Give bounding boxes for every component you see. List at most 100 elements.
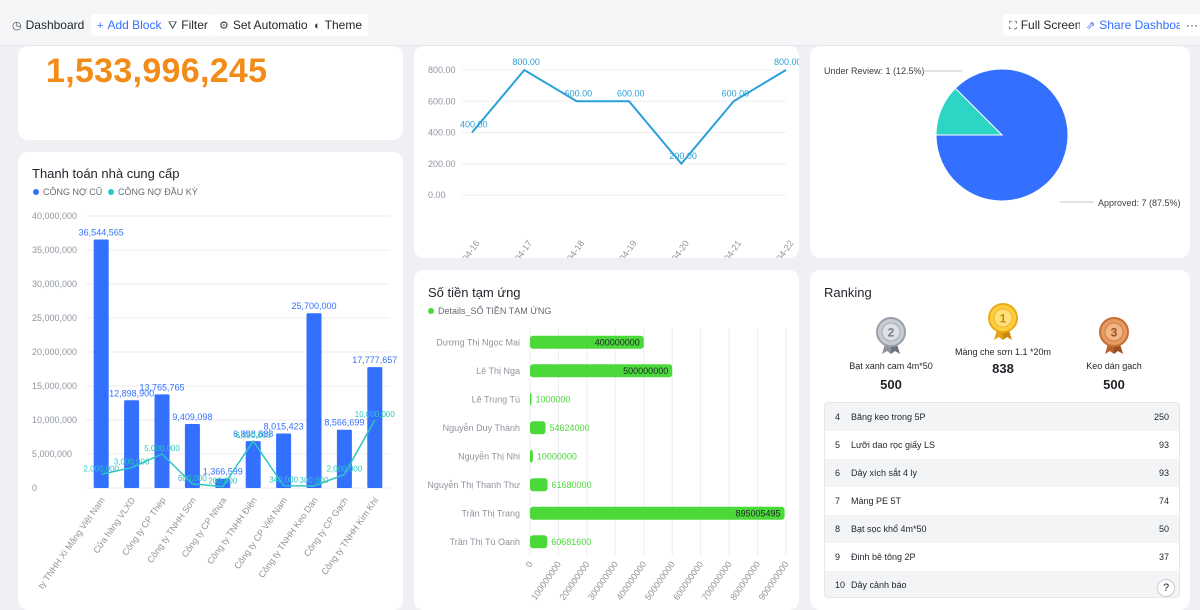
line-x-tick-label: 2025-04-17 <box>499 238 534 258</box>
dashboard-tab[interactable]: ◷ Dashboard <box>6 14 90 36</box>
filter-button[interactable]: ⛛ Filter <box>162 14 214 36</box>
line-x-tick-label: 2025-04-18 <box>552 238 587 258</box>
opening-debt-label: 2,000,000 <box>83 464 119 473</box>
rank-2-name: Bạt xanh cam 4m*50 <box>849 361 933 371</box>
ranking-row-value: 93 <box>1158 440 1169 450</box>
line-y-tick-label: 200.00 <box>428 159 456 169</box>
bar-old-debt <box>245 441 261 488</box>
rank-2-item: 2 Bạt xanh cam 4m*50 500 <box>841 316 941 392</box>
bar-y-tick-label: 25,000,000 <box>32 313 77 323</box>
bar-old-debt <box>276 433 292 488</box>
hbar-data-label: 54624000 <box>550 423 590 433</box>
ranking-row-name: Lưỡi dao rọc giấy LS <box>851 440 935 450</box>
hbar-data-label: 895005495 <box>736 508 781 518</box>
bar-x-tick-label: Công ty CP Việt Nam <box>232 495 289 571</box>
hbar-bar <box>530 506 785 520</box>
ranking-row: 9 Đinh bê tông 2P 37 <box>825 543 1179 571</box>
hbar-y-tick-label: Nguyễn Thị Thanh Thư <box>427 480 520 490</box>
fullscreen-icon: ⛶ <box>1009 20 1017 32</box>
opening-debt-label: 600,000 <box>178 474 207 483</box>
theme-button[interactable]: ◐ Theme <box>308 14 369 36</box>
hbar-data-label: 61680000 <box>552 480 592 490</box>
rank-1-name: Màng che sơn 1.1 *20m <box>955 347 1051 357</box>
bar-old-debt <box>124 400 140 488</box>
silver-medal-icon: 2 <box>876 317 906 354</box>
rank-1-number: 1 <box>1000 312 1007 326</box>
legend-old-debt: CÔNG NỢ CŨ <box>43 187 102 197</box>
bar-old-debt-label: 12,898,900 <box>109 388 154 398</box>
bar-old-debt-label: 17,777,657 <box>352 355 397 365</box>
ranking-row-name: Đinh bê tông 2P <box>851 552 916 562</box>
hbar-bar <box>530 335 644 349</box>
kpi-card[interactable]: 1,533,996,245 <box>18 46 403 140</box>
plus-icon: + <box>97 20 104 32</box>
line-y-tick-label: 600.00 <box>428 96 456 106</box>
line-opening-debt <box>101 419 376 488</box>
hbar-bar <box>530 478 548 492</box>
hbar-data-label: 500000000 <box>623 366 668 376</box>
bar-y-tick-label: 30,000,000 <box>32 279 77 289</box>
supplier-payment-card[interactable]: Thanh toán nhà cung cấp CÔNG NỢ CŨ CÔNG N… <box>18 152 403 610</box>
hbar-bar <box>530 392 532 406</box>
ranking-row-index: 6 <box>835 468 841 478</box>
legend-dot-advance <box>428 308 434 314</box>
pie-label-under-review: Under Review: 1 (12.5%) <box>824 66 925 76</box>
rank-3-name: Keo dán gạch <box>1086 361 1142 371</box>
share-icon: ⇗ <box>1086 20 1096 32</box>
help-button[interactable]: ? <box>1157 579 1175 597</box>
pie-slice <box>935 87 1004 136</box>
palette-icon: ◐ <box>314 20 321 32</box>
share-dashboard-button[interactable]: ⇗ Share Dashboard <box>1080 14 1200 36</box>
bar-y-tick-label: 0 <box>32 483 37 493</box>
gold-medal-icon: 1 <box>988 303 1018 340</box>
line-x-tick-label: 2025-04-19 <box>604 238 639 258</box>
full-screen-button[interactable]: ⛶ Full Screen <box>1003 14 1088 36</box>
hbar-y-tick-label: Lê Thị Nga <box>476 366 520 376</box>
line-data-label: 600.00 <box>722 88 750 98</box>
opening-debt-label: 200,000 <box>208 477 237 486</box>
theme-label: Theme <box>324 18 363 32</box>
hbar-data-label: 60681600 <box>551 537 591 547</box>
line-y-tick-label: 0.00 <box>428 190 446 200</box>
bar-x-tick-label: Công ty TNHH Kim Khí <box>319 495 380 577</box>
pie-label-approved: Approved: 7 (87.5%) <box>1098 198 1181 208</box>
hbar-y-tick-label: Nguyễn Thị Nhi <box>458 451 520 461</box>
advance-amount-card[interactable]: Số tiền tạm ứng Details_SỐ TIỀN TẠM ỨNG 0… <box>414 270 799 610</box>
ranking-row-index: 4 <box>835 412 841 422</box>
line-chart-card[interactable]: 0.00 200.00 400.00 600.00 800.00 400.00 800.00… <box>414 46 799 258</box>
pie-chart-card[interactable]: Under Review: 1 (12.5%) Approved: 7 (87.5… <box>810 46 1190 258</box>
bar-old-debt <box>93 239 109 488</box>
more-button[interactable]: ··· <box>1180 14 1200 36</box>
advance-bar-chart: Details_SỐ TIỀN TẠM ỨNG01000000002000000… <box>427 305 790 602</box>
add-block-label: Add Block <box>107 18 162 32</box>
hbar-bar <box>530 449 533 463</box>
add-block-button[interactable]: + Add Block <box>91 14 168 36</box>
line-data-label: 600.00 <box>617 88 645 98</box>
line-data-label: 200.00 <box>669 151 697 161</box>
ranking-card[interactable]: Ranking 2 Bạt xanh cam 4m*50 500 1 Màng … <box>810 270 1190 610</box>
ranking-row-value: 93 <box>1158 468 1169 478</box>
opening-debt-label: 5,000,000 <box>144 444 180 453</box>
pie-chart: Under Review: 1 (12.5%) Approved: 7 (87.5… <box>824 66 1181 208</box>
bar-old-debt <box>184 424 200 488</box>
hbar-bar <box>530 421 546 435</box>
line-series <box>471 68 787 166</box>
legend-opening-debt: CÔNG NỢ ĐẦU KỲ <box>118 187 198 197</box>
bar-old-debt-label: 8,015,423 <box>264 421 304 431</box>
bar-old-debt <box>336 429 352 488</box>
rank-3-value: 500 <box>1103 377 1125 392</box>
hbar-x-tick-label: 0 <box>524 559 535 569</box>
set-automation-label: Set Automation <box>232 18 315 32</box>
bar-old-debt-label: 36,544,565 <box>79 227 124 237</box>
bar-old-debt-label: 9,409,098 <box>172 412 212 422</box>
line-x-tick-label: 2025-04-22 <box>761 238 796 258</box>
set-automation-button[interactable]: ⚙ Set Automation <box>213 14 321 36</box>
rank-2-value: 500 <box>880 377 902 392</box>
bar-y-tick-label: 15,000,000 <box>32 381 77 391</box>
automation-icon: ⚙ <box>219 20 229 32</box>
line-x-tick-label: 2025-04-21 <box>709 238 744 258</box>
opening-debt-label: 340,000 <box>269 476 298 485</box>
line-y-tick-label: 800.00 <box>428 65 456 75</box>
ranking-row: 5 Lưỡi dao rọc giấy LS 93 <box>825 431 1179 459</box>
hbar-bar <box>530 535 548 549</box>
